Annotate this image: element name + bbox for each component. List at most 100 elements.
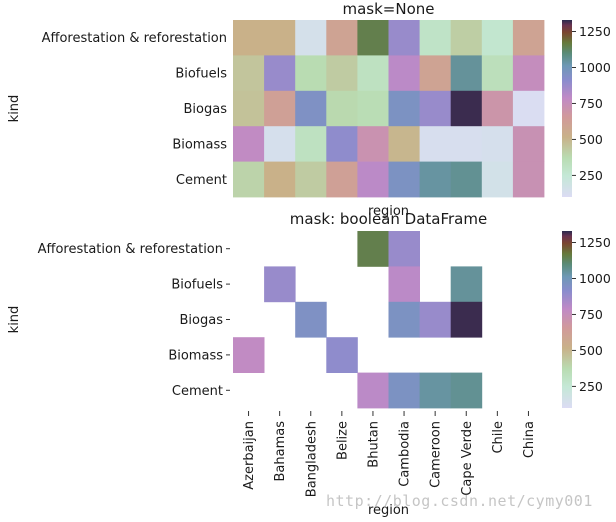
y-tick-label: Biomass bbox=[168, 348, 223, 363]
x-axis-label: region bbox=[368, 204, 409, 219]
y-tick-label: Cement bbox=[172, 384, 223, 399]
x-tick-label: Bhutan bbox=[366, 421, 381, 468]
colorbar-tick-label: 1000 bbox=[579, 60, 611, 75]
heatmap-cell bbox=[481, 20, 514, 56]
heatmap-cell bbox=[233, 126, 265, 162]
y-axis-label: kind bbox=[7, 95, 22, 123]
heatmap-cell bbox=[512, 20, 545, 56]
chart-title: mask=None bbox=[342, 0, 434, 18]
heatmap-cell bbox=[481, 161, 514, 198]
heatmap-cell bbox=[388, 266, 420, 303]
heatmap-cell bbox=[326, 126, 358, 162]
heatmap-cell bbox=[233, 20, 265, 56]
y-tick-label: Afforestation & reforestation bbox=[42, 31, 227, 46]
heatmap-cell bbox=[450, 55, 483, 92]
heatmap-cell bbox=[357, 372, 389, 409]
x-tick-label: Cape Verde bbox=[460, 421, 475, 496]
heatmap-cell bbox=[233, 161, 265, 198]
colorbar-tick-label: 1000 bbox=[579, 271, 611, 286]
y-tick-label: Biofuels bbox=[171, 278, 223, 293]
colorbar bbox=[562, 231, 572, 408]
heatmap-cell bbox=[295, 20, 327, 56]
heatmap-cell bbox=[419, 301, 452, 338]
heatmap-cell bbox=[357, 55, 389, 92]
heatmap-cell bbox=[295, 126, 327, 162]
heatmap-cell bbox=[512, 161, 545, 198]
heatmap-cell bbox=[357, 161, 389, 198]
heatmap-cell bbox=[419, 20, 452, 56]
x-tick-label: Bangladesh bbox=[304, 421, 319, 497]
colorbar-tick-label: 1250 bbox=[579, 235, 611, 250]
heatmap-cell bbox=[233, 90, 265, 127]
heatmap-cell bbox=[326, 161, 358, 198]
chart-title: mask: boolean DataFrame bbox=[290, 210, 487, 228]
heatmap-cell bbox=[233, 55, 265, 92]
heatmap-cell bbox=[512, 126, 545, 162]
colorbar-tick-label: 250 bbox=[579, 168, 603, 183]
colorbar-tick-label: 1250 bbox=[579, 24, 611, 39]
heatmap-cell bbox=[512, 90, 545, 127]
heatmap-cell bbox=[512, 55, 545, 92]
heatmap-cell bbox=[388, 55, 420, 92]
y-tick-label: Biomass bbox=[172, 137, 227, 152]
heatmap-cell bbox=[264, 161, 296, 198]
watermark: http://blog.csdn.net/cymy001 bbox=[326, 492, 593, 510]
y-axis-label: kind bbox=[7, 306, 22, 334]
x-tick-label: Azerbaijan bbox=[242, 421, 257, 490]
y-tick-label: Biofuels bbox=[175, 67, 227, 82]
heatmap-cell bbox=[450, 266, 483, 303]
colorbar-tick-label: 750 bbox=[579, 96, 603, 111]
heatmap-cell bbox=[295, 55, 327, 92]
heatmap-cell bbox=[450, 20, 483, 56]
y-tick-label: Biogas bbox=[180, 313, 224, 328]
colorbar-tick-label: 500 bbox=[579, 343, 603, 358]
heatmap-bottom: mask: boolean DataFrame Afforestation & r… bbox=[7, 210, 611, 518]
heatmap-cell bbox=[264, 266, 296, 303]
heatmap-cell bbox=[357, 126, 389, 162]
heatmap-cell bbox=[264, 55, 296, 92]
colorbar bbox=[562, 20, 572, 197]
heatmap-cell bbox=[419, 161, 452, 198]
heatmap-cell bbox=[388, 161, 420, 198]
colorbar-tick-label: 750 bbox=[579, 307, 603, 322]
colorbar-tick-label: 250 bbox=[579, 379, 603, 394]
x-tick-label: Belize bbox=[335, 421, 350, 460]
heatmap-cell bbox=[295, 301, 327, 338]
heatmap-cell bbox=[295, 90, 327, 127]
heatmap-cell bbox=[264, 126, 296, 162]
heatmap-cell bbox=[388, 231, 420, 267]
colorbar-tick-label: 500 bbox=[579, 132, 603, 147]
heatmap-cell bbox=[264, 20, 296, 56]
heatmap-cell bbox=[357, 90, 389, 127]
heatmap-top: mask=None Afforestation & reforestation Bi… bbox=[7, 0, 611, 219]
heatmap-cell bbox=[264, 90, 296, 127]
heatmap-cell bbox=[357, 231, 389, 267]
heatmap-cell bbox=[450, 301, 483, 338]
heatmap-cell bbox=[388, 301, 420, 338]
heatmap-cell bbox=[388, 126, 420, 162]
heatmap-cell bbox=[450, 90, 483, 127]
heatmap-cell bbox=[326, 20, 358, 56]
heatmap-cell bbox=[481, 126, 514, 162]
heatmap-cell bbox=[419, 372, 452, 409]
heatmap-cell bbox=[481, 90, 514, 127]
heatmap-cell bbox=[481, 55, 514, 92]
heatmap-cell bbox=[233, 337, 265, 373]
heatmap-cell bbox=[419, 126, 452, 162]
y-tick-label: Cement bbox=[176, 173, 227, 188]
heatmap-cell bbox=[388, 90, 420, 127]
x-axis-label: region bbox=[368, 503, 409, 518]
y-tick-label: Afforestation & reforestation bbox=[38, 242, 223, 257]
heatmap-cell bbox=[357, 20, 389, 56]
heatmap-cell bbox=[388, 20, 420, 56]
x-tick-label: Cambodia bbox=[398, 421, 413, 487]
heatmap-cell bbox=[419, 55, 452, 92]
heatmap-cell bbox=[419, 90, 452, 127]
x-tick-label: Chile bbox=[491, 421, 506, 454]
heatmap-cell bbox=[388, 372, 420, 409]
heatmap-cell bbox=[450, 161, 483, 198]
heatmap-cell bbox=[326, 337, 358, 373]
x-tick-label: China bbox=[522, 421, 537, 458]
heatmap-cell bbox=[450, 126, 483, 162]
